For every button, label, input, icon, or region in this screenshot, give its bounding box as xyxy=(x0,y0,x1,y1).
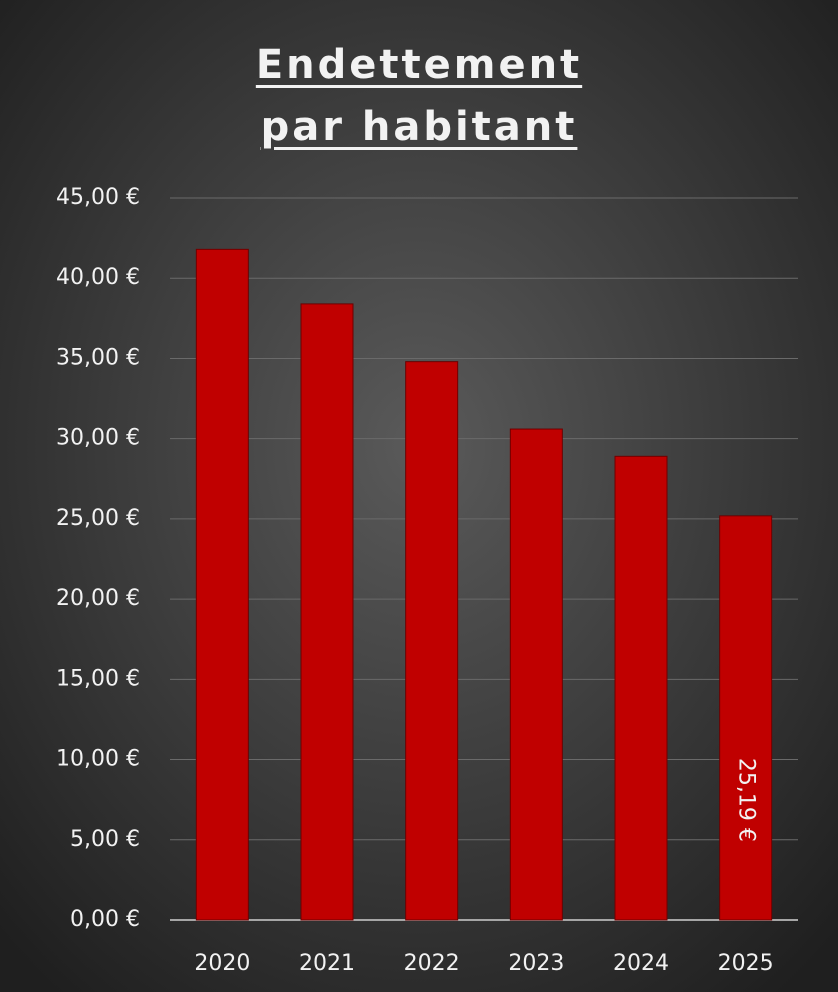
x-tick-label: 2025 xyxy=(718,951,774,976)
y-tick-label: 40,00 € xyxy=(56,265,140,290)
bar xyxy=(614,455,668,921)
x-tick-label: 2024 xyxy=(613,951,669,976)
y-tick-label: 5,00 € xyxy=(70,827,140,852)
x-tick-label: 2020 xyxy=(194,951,250,976)
bar xyxy=(509,428,563,921)
y-tick-label: 45,00 € xyxy=(56,185,140,210)
y-tick-label: 20,00 € xyxy=(56,586,140,611)
bar xyxy=(300,303,354,921)
bar xyxy=(195,248,249,921)
x-tick-label: 2023 xyxy=(508,951,564,976)
y-tick-label: 25,00 € xyxy=(56,506,140,531)
data-label: 25,19 € xyxy=(734,758,759,842)
y-tick-label: 10,00 € xyxy=(56,747,140,772)
chart-title: Endettement par habitant xyxy=(255,42,583,150)
x-tick-label: 2021 xyxy=(299,951,355,976)
y-tick-label: 30,00 € xyxy=(56,426,140,451)
y-tick-label: 35,00 € xyxy=(56,345,140,370)
y-tick-label: 15,00 € xyxy=(56,666,140,691)
y-tick-label: 0,00 € xyxy=(70,907,140,932)
bar xyxy=(719,515,773,921)
x-tick-label: 2022 xyxy=(404,951,460,976)
bar xyxy=(405,361,459,921)
